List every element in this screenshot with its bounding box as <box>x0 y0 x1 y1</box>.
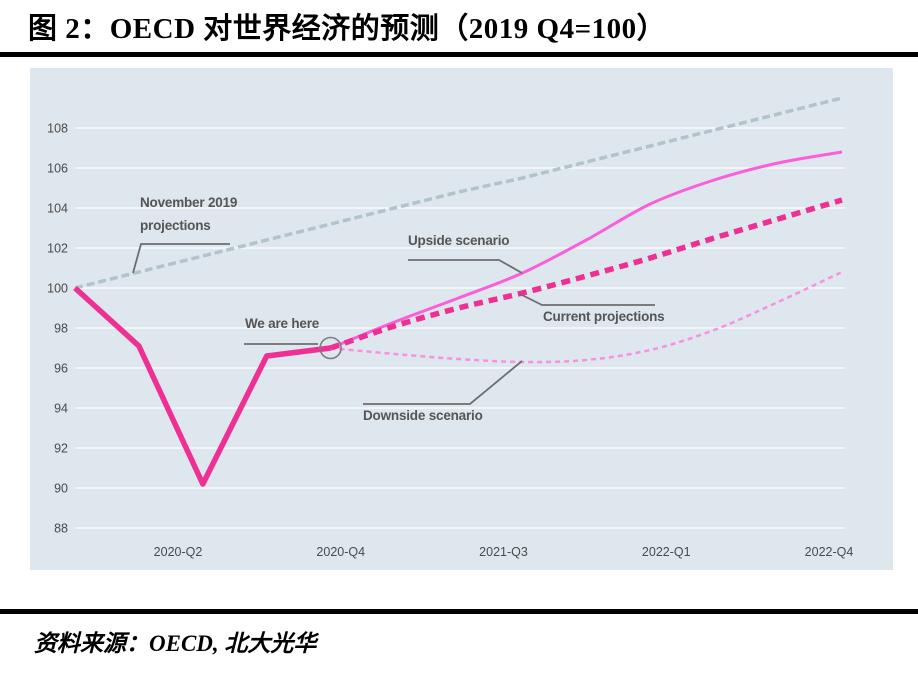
footer-divider <box>0 609 918 614</box>
annotation-leader-upside <box>408 259 523 274</box>
title-divider <box>0 52 918 57</box>
y-axis-tick-label: 108 <box>47 122 68 136</box>
x-axis-tick-label: 2021-Q3 <box>479 545 528 559</box>
y-axis-tick-label: 100 <box>47 282 68 296</box>
y-axis-tick-label: 106 <box>47 162 68 176</box>
annotation-label-current: Current projections <box>543 309 664 324</box>
y-axis-tick-label: 98 <box>54 322 68 336</box>
y-axis-tick-label: 88 <box>54 522 68 536</box>
annotation-leader-current <box>519 293 655 306</box>
figure-title: 图 2：OECD 对世界经济的预测（2019 Q4=100） <box>28 13 667 45</box>
series-line-current-projections <box>329 197 843 351</box>
y-axis-tick-label: 104 <box>47 202 68 216</box>
x-axis-tick-label: 2022-Q4 <box>805 545 854 559</box>
x-axis-tick-label: 2022-Q1 <box>642 545 691 559</box>
y-axis-tick-label: 92 <box>54 442 68 456</box>
oecd-forecast-chart: 88 90 92 94 96 98 100 102 104 106 108 2020-Q2 2020-Q… <box>47 96 854 559</box>
annotation-label-november: projections <box>140 218 211 233</box>
annotation-label-we_are_here: We are here <box>245 316 320 331</box>
x-axis-tick-label: 2020-Q4 <box>316 545 365 559</box>
y-axis-tick-label: 102 <box>47 242 68 256</box>
series-line-downside-scenario <box>330 270 843 364</box>
x-axis-tick-label: 2020-Q2 <box>154 545 203 559</box>
annotation-label-november: November 2019 <box>140 195 237 210</box>
chart-panel: 88 90 92 94 96 98 100 102 104 106 108 2020-Q2 2020-Q… <box>30 68 893 570</box>
annotation-label-upside: Upside scenario <box>408 233 509 248</box>
we-are-here-marker-circle <box>319 336 342 360</box>
y-axis-tick-label: 96 <box>54 362 68 376</box>
y-axis-tick-label: 94 <box>54 402 68 416</box>
annotation-label-downside: Downside scenario <box>363 408 483 423</box>
annotation-leader-november <box>132 243 230 274</box>
series-line-realized <box>73 285 332 487</box>
series-line-upside-scenario <box>330 150 843 350</box>
y-axis-tick-label: 90 <box>54 482 68 496</box>
annotation-leader-downside <box>363 360 523 405</box>
source-note: 资料来源：OECD, 北大光华 <box>34 631 317 656</box>
